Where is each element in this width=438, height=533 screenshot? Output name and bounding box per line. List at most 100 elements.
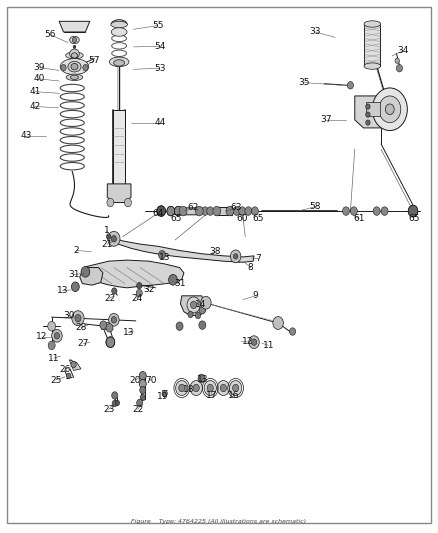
Circle shape [213,206,221,216]
Text: 58: 58 [310,203,321,211]
Circle shape [201,207,208,215]
Circle shape [140,394,145,401]
Text: 62: 62 [187,204,198,212]
Circle shape [169,274,177,285]
Circle shape [366,120,370,125]
Text: 37: 37 [321,116,332,124]
Circle shape [112,288,117,294]
Circle shape [112,392,118,399]
Text: 27: 27 [78,340,89,348]
Circle shape [396,64,403,72]
Text: 24: 24 [131,294,143,303]
Circle shape [239,207,246,215]
Circle shape [72,311,84,326]
Circle shape [115,400,120,406]
Polygon shape [109,235,254,262]
Circle shape [100,321,107,329]
Polygon shape [101,322,113,329]
Text: 38: 38 [209,247,220,256]
Text: 25: 25 [50,376,61,384]
Circle shape [167,206,175,216]
Polygon shape [366,102,380,116]
Circle shape [73,45,76,49]
Text: 31: 31 [174,279,185,288]
Text: 60: 60 [237,214,248,223]
Ellipse shape [68,61,81,72]
Text: 70: 70 [145,376,157,385]
Circle shape [343,207,350,215]
Circle shape [204,381,216,395]
Text: 42: 42 [29,102,41,111]
Circle shape [109,313,119,326]
Text: 16: 16 [228,391,240,400]
Text: 65: 65 [170,214,182,223]
Circle shape [107,198,114,207]
Circle shape [136,289,142,297]
Ellipse shape [71,75,78,79]
Text: 2: 2 [74,246,79,255]
Text: 63: 63 [231,204,242,212]
Circle shape [193,384,199,392]
Circle shape [140,386,146,394]
Circle shape [366,112,370,117]
Text: 12: 12 [36,333,48,341]
Circle shape [139,379,146,388]
Text: 34: 34 [397,46,409,55]
Circle shape [230,381,242,395]
Text: 8: 8 [247,263,254,272]
Circle shape [199,321,206,329]
Circle shape [199,306,205,314]
Ellipse shape [60,59,88,75]
Text: 40: 40 [34,75,45,83]
Ellipse shape [364,21,381,27]
Circle shape [408,205,418,217]
Circle shape [72,37,77,43]
Polygon shape [107,184,131,203]
Circle shape [217,381,230,395]
Circle shape [67,373,71,378]
Circle shape [75,314,81,322]
Circle shape [54,333,60,339]
Polygon shape [355,96,392,128]
Ellipse shape [111,21,127,28]
Polygon shape [84,260,184,288]
Circle shape [249,336,259,349]
Polygon shape [113,110,125,184]
Circle shape [106,337,115,348]
Polygon shape [80,268,103,285]
Text: 20: 20 [129,376,141,385]
Circle shape [111,236,117,242]
Circle shape [124,198,131,207]
Text: 53: 53 [154,64,166,72]
Circle shape [188,311,193,318]
Circle shape [71,361,76,368]
Text: 57: 57 [88,56,100,64]
Circle shape [71,282,79,292]
Circle shape [83,64,88,71]
Text: 61: 61 [353,214,365,223]
Circle shape [233,254,238,259]
Text: 17: 17 [206,391,218,400]
Circle shape [195,312,201,319]
Text: 18: 18 [183,385,194,393]
Text: 43: 43 [21,132,32,140]
Text: 55: 55 [152,21,163,30]
Circle shape [137,282,142,289]
Circle shape [61,64,66,71]
Text: 22: 22 [132,405,144,414]
Text: 11: 11 [48,354,60,362]
Ellipse shape [70,49,79,59]
Text: 12: 12 [242,337,253,345]
Text: 32: 32 [143,286,155,294]
Ellipse shape [66,52,83,59]
Circle shape [179,384,185,392]
Text: 39: 39 [34,63,45,72]
Circle shape [162,390,167,397]
Text: 11: 11 [263,341,274,350]
Circle shape [81,266,90,277]
Circle shape [233,384,239,392]
Polygon shape [69,360,81,370]
Circle shape [207,384,213,392]
Text: 14: 14 [194,301,206,309]
Circle shape [137,399,143,407]
